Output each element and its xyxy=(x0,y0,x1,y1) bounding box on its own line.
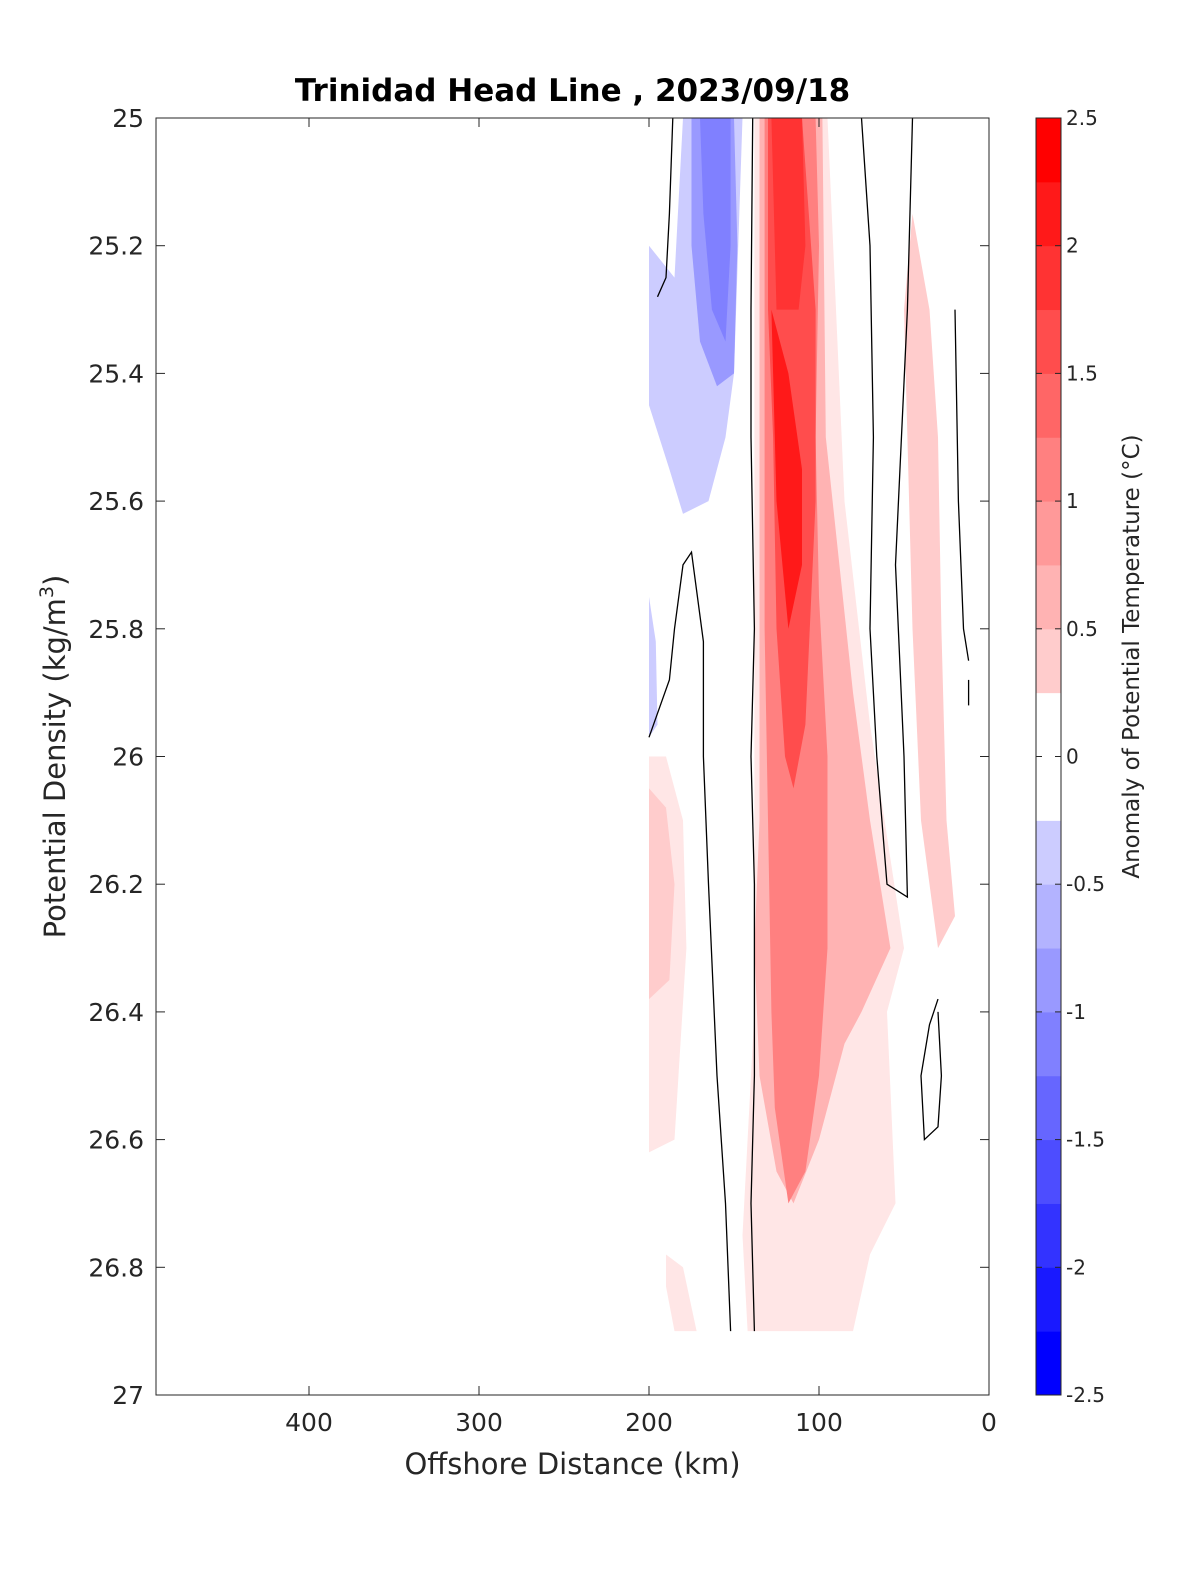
x-axis: 400 300 200 100 0 xyxy=(285,118,997,1437)
colorbar: 2.5 2 1.5 1 0.5 0 -0.5 -1 -1.5 -2 -2.5 xyxy=(1035,106,1105,1407)
y-tick-label: 26.4 xyxy=(88,998,144,1027)
colorbar-tick-label: 1.5 xyxy=(1066,361,1098,385)
x-tick-label: 200 xyxy=(625,1408,673,1437)
colorbar-tick-label: 1 xyxy=(1066,489,1079,513)
x-axis-label: Offshore Distance (km) xyxy=(404,1447,740,1481)
plot-area xyxy=(649,118,955,1332)
y-axis-label: Potential Density (kg/m3) xyxy=(36,575,72,939)
y-tick-label: 27 xyxy=(112,1381,144,1410)
y-tick-label: 25.4 xyxy=(88,359,144,388)
zero-contour-4 xyxy=(860,117,914,899)
colorbar-tick-label: -1.5 xyxy=(1066,1128,1105,1152)
y-tick-label: 26.8 xyxy=(88,1253,144,1282)
anomaly-region-warm-core xyxy=(771,309,802,629)
colorbar-tick-label: 0 xyxy=(1066,745,1079,769)
colorbar-tick-label: -2.5 xyxy=(1066,1383,1105,1407)
y-axis-label-close: ) xyxy=(38,575,72,586)
y-axis-label-main: Potential Density (kg/m xyxy=(38,598,72,938)
colorbar-level xyxy=(1036,820,1061,885)
colorbar-level xyxy=(1036,245,1061,311)
colorbar-level xyxy=(1036,884,1061,949)
anomaly-region-warm-west-lower-2 xyxy=(649,788,675,1000)
colorbar-tick-label: -0.5 xyxy=(1066,872,1105,896)
colorbar-level xyxy=(1036,756,1061,821)
y-tick-label: 25.6 xyxy=(88,487,144,516)
zero-contour-6 xyxy=(920,998,943,1142)
colorbar-level xyxy=(1036,1267,1061,1332)
zero-contour-5 xyxy=(954,309,970,661)
colorbar-label: Anomaly of Potential Temperature (°C) xyxy=(1119,434,1145,878)
colorbar-level xyxy=(1036,309,1061,374)
y-tick-label: 25 xyxy=(112,104,144,133)
colorbar-tick-label: 2.5 xyxy=(1066,106,1098,130)
colorbar-tick-label: 2 xyxy=(1066,234,1079,258)
anomaly-region-cool-core-west-deep xyxy=(700,118,731,342)
chart-title: Trinidad Head Line , 2023/09/18 xyxy=(295,73,850,109)
colorbar-level xyxy=(1036,948,1061,1013)
colorbar-level xyxy=(1036,1139,1061,1204)
x-tick-label: 300 xyxy=(455,1408,503,1437)
zero-contour-3 xyxy=(750,117,756,1332)
colorbar-level xyxy=(1036,181,1061,247)
colorbar-level xyxy=(1036,437,1061,502)
y-tick-label: 26.2 xyxy=(88,870,144,899)
anomaly-region-cool-strip-edge xyxy=(649,596,658,738)
x-tick-label: 400 xyxy=(285,1408,333,1437)
colorbar-level xyxy=(1036,1011,1061,1077)
y-axis-label-superscript: 3 xyxy=(36,586,58,598)
colorbar-level xyxy=(1036,1075,1061,1141)
colorbar-tick-label: 0.5 xyxy=(1066,617,1098,641)
colorbar-level xyxy=(1036,118,1061,183)
y-tick-label: 25.2 xyxy=(88,232,144,261)
zero-contour-2 xyxy=(656,117,674,298)
y-tick-label: 26.6 xyxy=(88,1126,144,1155)
colorbar-level xyxy=(1036,1331,1061,1396)
colorbar-level xyxy=(1036,373,1061,438)
anomaly-region-warm-east-band xyxy=(904,213,955,949)
colorbar-level xyxy=(1036,692,1061,757)
colorbar-tick-label: -2 xyxy=(1066,1255,1086,1279)
colorbar-tick-label: -1 xyxy=(1066,1000,1086,1024)
colorbar-level xyxy=(1036,564,1061,630)
y-axis: 25 25.2 25.4 25.6 25.8 26 26.2 26.4 26.6 26.8 27 xyxy=(88,104,989,1410)
x-tick-label: 100 xyxy=(795,1408,843,1437)
anomaly-region-warm-core-top xyxy=(771,118,806,310)
anomaly-region-warm-west-deep xyxy=(666,1254,697,1332)
colorbar-level xyxy=(1036,1203,1061,1268)
x-tick-label: 0 xyxy=(981,1408,997,1437)
y-tick-label: 26 xyxy=(112,743,144,772)
zero-contour-1 xyxy=(648,550,732,1332)
colorbar-level xyxy=(1036,501,1061,566)
y-tick-label: 25.8 xyxy=(88,615,144,644)
zero-contours xyxy=(648,117,970,1332)
colorbar-level xyxy=(1036,628,1061,694)
